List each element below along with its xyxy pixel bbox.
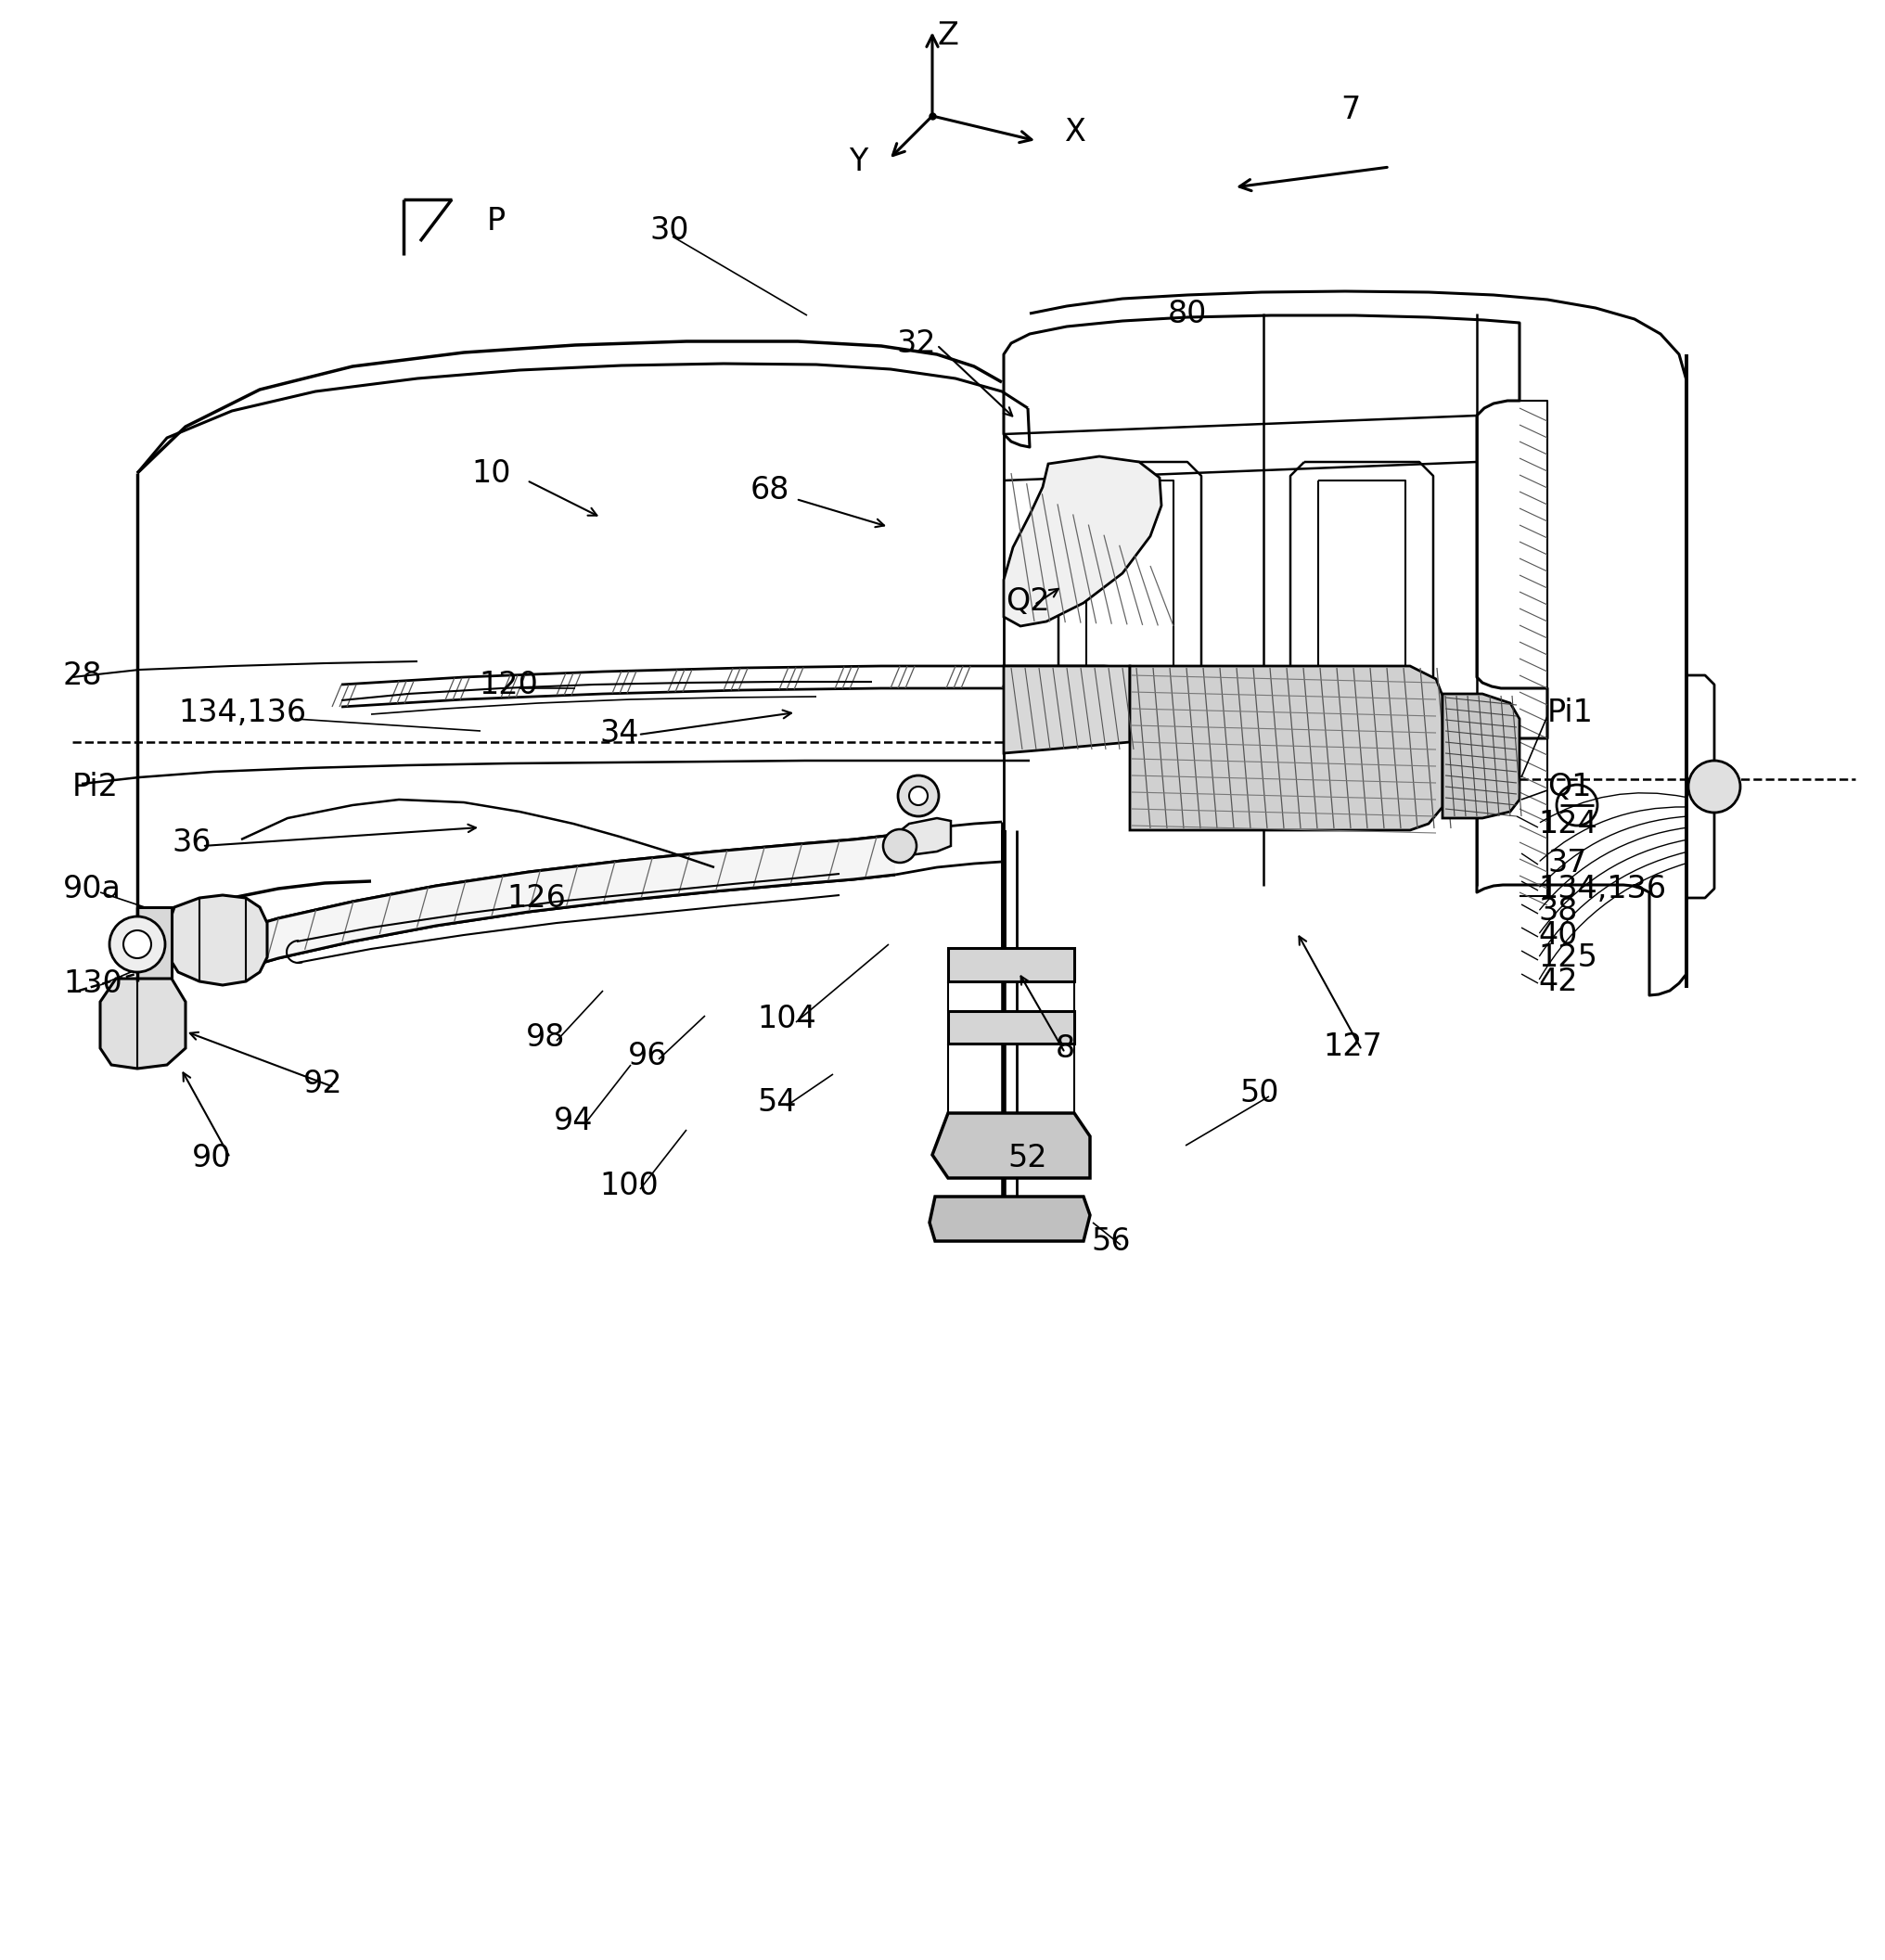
Polygon shape [1442,694,1519,817]
Text: 36: 36 [172,827,211,858]
Circle shape [1689,760,1740,813]
Text: 34: 34 [599,717,639,749]
Circle shape [909,786,927,806]
Text: 126: 126 [507,882,566,913]
Circle shape [123,931,151,958]
Text: 30: 30 [650,216,690,245]
Text: 40: 40 [1538,919,1578,951]
Polygon shape [948,1011,1074,1043]
Text: 96: 96 [628,1041,667,1070]
Text: 94: 94 [554,1105,594,1137]
Text: 56: 56 [1091,1225,1131,1256]
Text: Y: Y [848,147,867,178]
Text: 134,136: 134,136 [177,698,305,727]
Text: 90a: 90a [62,874,121,904]
Polygon shape [230,835,895,972]
Polygon shape [1129,666,1442,831]
Text: 37: 37 [1548,847,1587,878]
Circle shape [897,776,939,815]
Circle shape [884,829,916,862]
Text: 104: 104 [758,1004,816,1033]
Text: Pi2: Pi2 [72,772,119,802]
Text: 10: 10 [471,459,511,488]
Text: 125: 125 [1538,943,1597,974]
Text: 90: 90 [192,1143,232,1172]
Text: 8: 8 [1056,1033,1074,1064]
Text: 7: 7 [1340,94,1361,125]
Polygon shape [138,907,172,982]
Text: 98: 98 [526,1021,565,1053]
Text: 32: 32 [897,327,937,359]
Text: X: X [1065,118,1086,147]
Polygon shape [933,1113,1090,1178]
Text: 127: 127 [1323,1031,1382,1062]
Text: 124: 124 [1538,808,1597,839]
Polygon shape [170,896,268,986]
Polygon shape [948,949,1074,982]
Text: 54: 54 [758,1086,797,1117]
Text: 42: 42 [1538,966,1578,998]
Text: 50: 50 [1240,1078,1280,1107]
Text: Q2: Q2 [1007,586,1050,615]
Polygon shape [1003,666,1129,753]
Text: Pi1: Pi1 [1548,698,1593,727]
Text: 100: 100 [599,1170,658,1201]
Text: Q1: Q1 [1548,772,1591,802]
Polygon shape [100,978,185,1068]
Circle shape [109,917,166,972]
Text: 92: 92 [303,1068,343,1100]
Text: Z: Z [937,20,958,51]
Text: 38: 38 [1538,896,1578,927]
Text: 68: 68 [750,474,790,506]
Circle shape [1557,784,1597,825]
Polygon shape [929,1198,1090,1241]
Text: 80: 80 [1167,298,1206,329]
Text: 130: 130 [62,968,123,998]
Polygon shape [895,817,950,855]
Text: P: P [486,206,505,235]
Text: 134,136: 134,136 [1538,874,1666,904]
Polygon shape [1003,457,1161,625]
Text: 120: 120 [479,668,537,700]
Text: 28: 28 [62,661,102,690]
Text: 52: 52 [1008,1143,1048,1172]
